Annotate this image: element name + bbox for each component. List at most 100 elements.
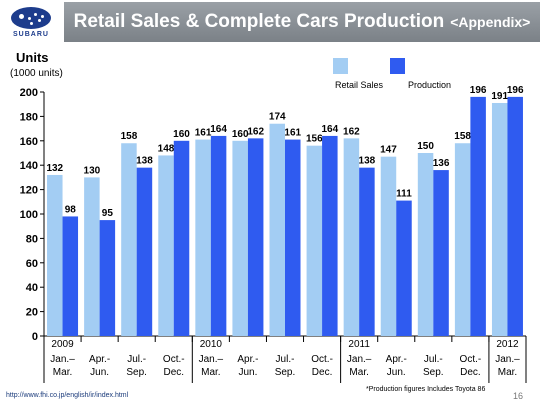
y-tick-label: 140	[20, 160, 38, 172]
year-label: 2010	[200, 339, 223, 350]
category-label: Jan.–	[347, 354, 372, 365]
y-tick-label: 60	[26, 258, 38, 270]
retail-sales-bar	[380, 156, 397, 336]
retail-sales-bar	[417, 153, 434, 336]
header: SUBARU Retail Sales & Complete Cars Prod…	[0, 0, 540, 44]
data-label: 161	[284, 128, 301, 139]
category-label: Oct.-	[163, 354, 185, 365]
y-tick-label: 180	[20, 111, 38, 123]
production-bar	[99, 220, 116, 336]
data-label: 136	[433, 158, 450, 169]
y-tick-label: 20	[26, 307, 38, 319]
units-sub-label: (1000 units)	[10, 68, 63, 79]
data-label: 158	[121, 131, 138, 142]
data-label: 161	[195, 128, 212, 139]
category-label: Jul.-	[276, 354, 295, 365]
footer-url-link[interactable]: http://www.fhi.co.jp/english/ir/index.ht…	[6, 392, 129, 399]
production-bar	[359, 167, 375, 336]
category-label: Jan.–	[199, 354, 224, 365]
data-label: 164	[321, 124, 338, 135]
production-bar	[433, 170, 449, 336]
production-bar	[173, 140, 190, 336]
category-label: Mar.	[349, 367, 368, 378]
category-label: Apr.-	[237, 354, 258, 365]
appendix-label: <Appendix>	[450, 14, 531, 30]
bar-chart: 0 20 40 60 80 100 120 140 160 180 200 132 130 158 148 1…	[20, 58, 527, 383]
y-tick-label: 200	[20, 87, 38, 99]
category-label: Mar.	[498, 367, 517, 378]
category-label: Apr.-	[386, 354, 407, 365]
category-label: Jan.–	[50, 354, 75, 365]
retail-sales-bar	[158, 155, 174, 336]
y-tick-label: 100	[20, 209, 38, 221]
production-bar	[322, 135, 338, 336]
data-label: 196	[470, 85, 487, 96]
category-label: Oct.-	[311, 354, 333, 365]
year-label: 2012	[496, 339, 519, 350]
category-label: Jun.	[90, 367, 109, 378]
category-label: Jun.	[238, 367, 257, 378]
legend-retail-swatch	[333, 58, 348, 74]
data-label: 138	[359, 156, 376, 167]
category-label: Dec.	[163, 367, 184, 378]
data-label: 148	[158, 143, 175, 154]
data-label: 158	[454, 131, 471, 142]
data-label: 164	[210, 124, 227, 135]
year-label: 2011	[348, 339, 370, 350]
data-label: 160	[232, 129, 249, 140]
category-label: Oct.-	[460, 354, 482, 365]
retail-sales-bar	[343, 138, 360, 336]
data-label: 147	[380, 145, 397, 156]
retail-sales-bar	[454, 143, 471, 336]
category-label: Jul.-	[424, 354, 443, 365]
category-label: Jun.	[387, 367, 406, 378]
subaru-logo: SUBARU	[0, 0, 62, 44]
category-label: Dec.	[460, 367, 481, 378]
page-number: 16	[513, 391, 524, 401]
retail-sales-bar	[491, 102, 508, 336]
retail-sales-bar	[306, 145, 323, 336]
production-bar	[210, 135, 227, 336]
logo-text: SUBARU	[13, 30, 49, 38]
data-label: 132	[46, 163, 63, 174]
data-label: 160	[173, 129, 190, 140]
retail-sales-bar	[269, 123, 285, 336]
data-label: 138	[136, 156, 153, 167]
data-label: 95	[102, 208, 114, 219]
production-bar	[62, 216, 79, 336]
category-label: Sep.	[275, 367, 296, 378]
data-label: 174	[269, 112, 286, 123]
retail-sales-bar	[47, 174, 63, 336]
legend-production-swatch	[390, 58, 405, 74]
data-label: 162	[343, 126, 360, 137]
production-bar	[247, 138, 264, 336]
retail-sales-bar	[232, 140, 248, 336]
production-bar	[136, 167, 153, 336]
year-label: 2009	[51, 339, 74, 350]
data-label: 130	[84, 165, 101, 176]
category-label: Sep.	[423, 367, 444, 378]
pleiades-logo-icon	[11, 6, 51, 29]
category-label: Mar.	[53, 367, 72, 378]
category-label: Jul.-	[127, 354, 146, 365]
production-bar	[285, 139, 301, 336]
retail-sales-bar	[121, 143, 137, 336]
data-label: 150	[417, 141, 434, 152]
category-label: Jan.–	[495, 354, 520, 365]
retail-sales-bar	[195, 139, 211, 336]
data-label: 191	[491, 91, 508, 102]
data-label: 98	[65, 204, 77, 215]
y-tick-label: 80	[26, 233, 38, 245]
units-label: Units	[16, 50, 49, 65]
retail-sales-bar	[84, 177, 100, 336]
category-label: Sep.	[126, 367, 147, 378]
category-label: Mar.	[201, 367, 220, 378]
data-label: 111	[396, 189, 412, 200]
data-label: 156	[306, 134, 323, 145]
data-label: 196	[507, 85, 524, 96]
legend-label: Retail Sales	[335, 80, 384, 90]
production-bar	[396, 200, 412, 336]
y-tick-label: 0	[32, 331, 38, 343]
legend-label: Production	[408, 80, 451, 90]
page-title: Retail Sales & Complete Cars Production	[73, 11, 445, 32]
